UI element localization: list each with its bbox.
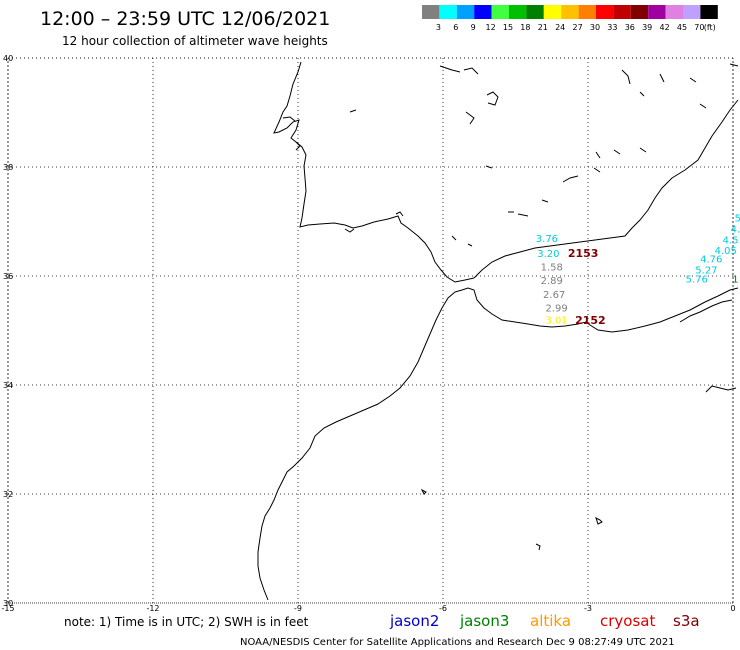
wave-height-label: 5 bbox=[735, 214, 740, 225]
wave-height-label: 5.76 bbox=[686, 275, 708, 286]
satellite-altika-label: altika bbox=[530, 612, 571, 630]
satellite-s3a-label: s3a bbox=[673, 612, 700, 630]
coastline-east-islands bbox=[420, 235, 737, 551]
legend-swatch bbox=[613, 5, 631, 19]
lon-tick-label: -12 bbox=[146, 604, 159, 613]
wave-height-label: 3.20 bbox=[537, 249, 559, 260]
lon-tick-label: -9 bbox=[294, 604, 302, 613]
lat-tick-label: 30 bbox=[3, 599, 13, 608]
legend-label: 70 bbox=[694, 23, 704, 32]
coastline-lisbon-inlet bbox=[282, 116, 301, 151]
legend-label: 9 bbox=[471, 23, 476, 32]
legend-label: 24 bbox=[555, 23, 565, 32]
wave-height-label: 4.76 bbox=[700, 254, 722, 265]
track-number-label: 2153 bbox=[568, 247, 599, 260]
coastline-cadiz-bay bbox=[344, 228, 355, 233]
footer-note: note: 1) Time is in UTC; 2) SWH is in fe… bbox=[64, 615, 309, 629]
lon-tick-label: -6 bbox=[439, 604, 447, 613]
coastline-cape-vincent bbox=[395, 211, 404, 217]
wave-height-label: 2.67 bbox=[543, 290, 565, 301]
satellite-legend: jason2 jason3 altika cryosat s3a bbox=[389, 612, 700, 630]
lat-tick-label: 32 bbox=[3, 490, 13, 499]
wave-height-label: 4. bbox=[731, 224, 740, 235]
lat-tick-label: 40 bbox=[3, 54, 13, 63]
wave-height-label: 3.01 bbox=[545, 315, 567, 326]
lat-tick-label: 38 bbox=[3, 163, 13, 172]
legend-label: 39 bbox=[642, 23, 652, 32]
legend-label: 30 bbox=[590, 23, 600, 32]
legend-swatch bbox=[700, 5, 718, 19]
wave-height-label: 2.99 bbox=[545, 303, 567, 314]
map-gridlines: -15 -12 -9 -6 -3 0 40 38 36 34 32 30 bbox=[1, 54, 735, 613]
coastline-morocco-north bbox=[454, 287, 739, 333]
coastline-layer bbox=[257, 61, 739, 601]
lon-tick-label: -3 bbox=[584, 604, 592, 613]
coastline-spain-south bbox=[473, 99, 739, 279]
legend-swatch bbox=[456, 5, 475, 19]
lat-tick-label: 34 bbox=[3, 381, 13, 390]
legend-swatch bbox=[422, 5, 440, 19]
legend-swatch bbox=[526, 5, 544, 19]
page-title: 12:00 – 23:59 UTC 12/06/2021 bbox=[40, 8, 330, 30]
legend-swatch bbox=[474, 5, 492, 19]
page-subtitle: 12 hour collection of altimeter wave hei… bbox=[62, 34, 328, 48]
legend-swatch bbox=[561, 5, 579, 19]
legend-label: 42 bbox=[660, 23, 670, 32]
legend-label: 18 bbox=[520, 23, 530, 32]
map-frame bbox=[7, 57, 734, 604]
credit-line: NOAA/NESDIS Center for Satellite Applica… bbox=[240, 637, 675, 648]
track-labels: 2153 2152 bbox=[568, 247, 606, 327]
wave-height-label: 4.5 bbox=[723, 235, 739, 246]
lon-tick-label: -15 bbox=[1, 604, 14, 613]
legend-label: 6 bbox=[453, 23, 458, 32]
legend-swatch bbox=[630, 5, 649, 19]
legend-swatch bbox=[578, 5, 596, 19]
legend-swatch bbox=[543, 5, 562, 19]
legend-unit: (ft) bbox=[704, 23, 716, 32]
satellite-jason3-label: jason3 bbox=[459, 612, 509, 630]
lon-tick-label: 0 bbox=[730, 604, 735, 613]
lat-tick-label: 36 bbox=[3, 272, 13, 281]
wave-height-label: 2.89 bbox=[541, 276, 563, 287]
track-number-label: 2152 bbox=[575, 314, 606, 327]
legend-label: 45 bbox=[677, 23, 687, 32]
coastline-morocco-west bbox=[257, 291, 456, 601]
color-legend: 3 6 9 12 15 18 21 24 27 30 33 36 39 42 45 70 (ft) bbox=[422, 5, 718, 32]
legend-label: 36 bbox=[625, 23, 635, 32]
legend-swatch bbox=[509, 5, 527, 19]
legend-swatch bbox=[439, 5, 457, 19]
legend-label: 27 bbox=[573, 23, 583, 32]
satellite-cryosat-label: cryosat bbox=[600, 612, 655, 630]
wave-height-label: 5.27 bbox=[695, 265, 717, 276]
wave-height-label: 4.05 bbox=[715, 246, 737, 257]
legend-swatch bbox=[648, 5, 666, 19]
wave-height-label: 1 bbox=[732, 275, 738, 286]
legend-label: 21 bbox=[538, 23, 548, 32]
legend-label: 3 bbox=[436, 23, 441, 32]
legend-swatch bbox=[665, 5, 683, 19]
legend-label: 33 bbox=[607, 23, 617, 32]
wave-height-label: 3.76 bbox=[536, 234, 558, 245]
legend-swatch bbox=[491, 5, 509, 19]
coastline-balearic-fragments bbox=[349, 63, 739, 217]
wave-height-observations: 3.76 3.20 1.58 2.89 2.67 2.993.01 54.4.54.054.… bbox=[536, 214, 740, 327]
coastline-iberia-west bbox=[273, 61, 475, 283]
legend-swatch bbox=[683, 5, 701, 19]
legend-label: 15 bbox=[503, 23, 513, 32]
legend-label: 12 bbox=[486, 23, 496, 32]
satellite-jason2-label: jason2 bbox=[389, 612, 439, 630]
legend-swatch bbox=[596, 5, 614, 19]
wave-height-label: 1.58 bbox=[541, 263, 563, 274]
